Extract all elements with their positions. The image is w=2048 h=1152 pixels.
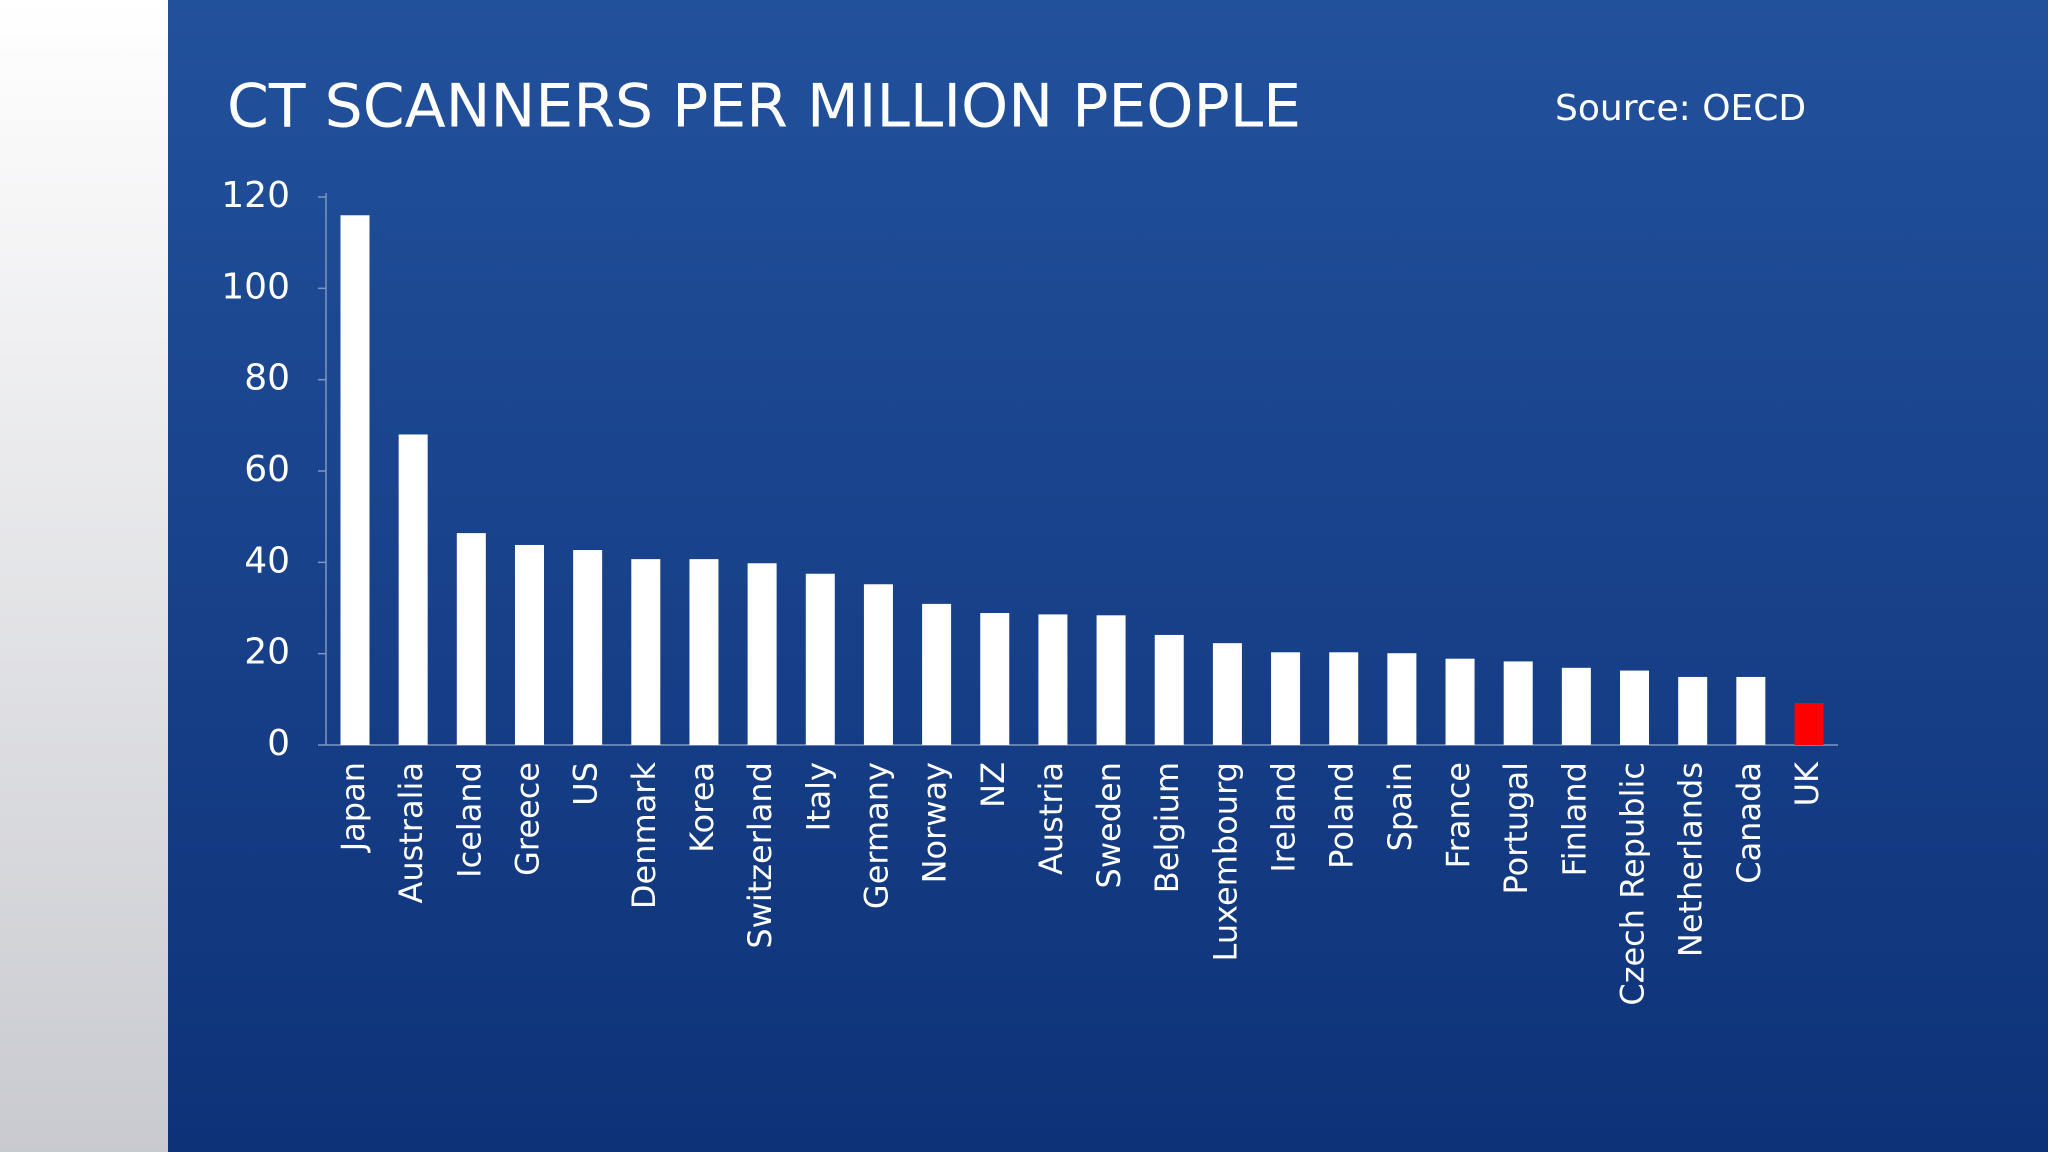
bar bbox=[805, 573, 835, 745]
x-tick-label: US bbox=[567, 762, 605, 806]
x-tick-label: Luxembourg bbox=[1206, 762, 1244, 961]
x-tick-label: Belgium bbox=[1148, 762, 1186, 893]
bar bbox=[1271, 652, 1301, 745]
chart-title: CT SCANNERS PER MILLION PEOPLE bbox=[227, 72, 1301, 142]
x-tick-label: Australia bbox=[392, 762, 430, 904]
bar bbox=[1503, 661, 1533, 745]
x-tick-label: Italy bbox=[799, 762, 837, 831]
x-tick-label: Japan bbox=[334, 762, 372, 853]
x-tick-label: Switzerland bbox=[741, 762, 779, 949]
bar bbox=[1445, 658, 1475, 745]
x-tick-label: NZ bbox=[974, 762, 1012, 808]
bar bbox=[747, 563, 777, 745]
x-tick-label: Iceland bbox=[450, 762, 488, 878]
y-tick-label: 0 bbox=[267, 723, 290, 764]
y-tick-label: 60 bbox=[244, 449, 290, 490]
x-tick-label: Poland bbox=[1323, 762, 1361, 869]
bar bbox=[1794, 702, 1824, 745]
x-tick-label: Korea bbox=[683, 762, 721, 853]
y-tick-label: 20 bbox=[244, 632, 290, 673]
x-tick-label: Ireland bbox=[1265, 762, 1303, 873]
x-tick-label: Czech Republic bbox=[1614, 762, 1652, 1006]
bar bbox=[1154, 634, 1184, 745]
y-tick-label: 120 bbox=[221, 175, 290, 216]
x-tick-label: Sweden bbox=[1090, 762, 1128, 888]
bar bbox=[573, 550, 603, 745]
y-tick-label: 100 bbox=[221, 266, 290, 307]
bar bbox=[1561, 667, 1591, 745]
x-tick-label: France bbox=[1439, 762, 1477, 868]
bar bbox=[922, 603, 952, 745]
bar bbox=[980, 613, 1010, 745]
bar bbox=[1620, 670, 1650, 745]
chart-background bbox=[168, 0, 2048, 1152]
x-tick-label: Spain bbox=[1381, 762, 1419, 851]
x-tick-label: Germany bbox=[857, 762, 895, 909]
bar bbox=[1329, 652, 1359, 745]
bar bbox=[514, 544, 544, 745]
x-tick-label: Denmark bbox=[625, 762, 663, 910]
bar bbox=[398, 434, 428, 745]
side-panel bbox=[0, 0, 170, 1152]
bar bbox=[1038, 614, 1068, 745]
y-tick-label: 80 bbox=[244, 358, 290, 399]
source: Source: OECD bbox=[1555, 88, 1806, 129]
bar bbox=[1678, 676, 1708, 745]
bar bbox=[1387, 653, 1417, 745]
x-tick-label: Austria bbox=[1032, 762, 1070, 875]
bar bbox=[1096, 615, 1126, 745]
bar bbox=[1212, 643, 1242, 745]
bar bbox=[1736, 676, 1766, 745]
bar bbox=[340, 215, 370, 745]
x-tick-label: Canada bbox=[1730, 762, 1768, 884]
y-tick-label: 40 bbox=[244, 540, 290, 581]
x-tick-label: Finland bbox=[1555, 762, 1593, 876]
x-tick-label: Portugal bbox=[1497, 762, 1535, 895]
bar bbox=[456, 533, 486, 745]
x-tick-label: Netherlands bbox=[1672, 762, 1710, 957]
x-tick-label: UK bbox=[1788, 761, 1826, 806]
bar bbox=[863, 584, 893, 745]
bar bbox=[631, 559, 661, 745]
x-tick-label: Norway bbox=[916, 762, 954, 883]
x-tick-label: Greece bbox=[508, 762, 546, 876]
bar bbox=[689, 559, 719, 745]
